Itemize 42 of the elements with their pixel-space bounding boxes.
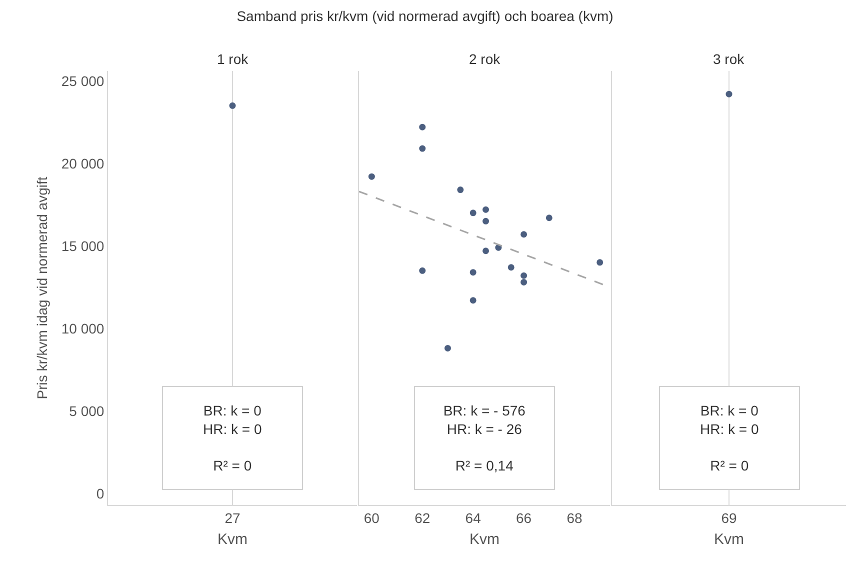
point bbox=[368, 173, 375, 180]
point bbox=[520, 231, 528, 238]
point bbox=[520, 272, 528, 279]
x-tick-label: 68 bbox=[566, 510, 583, 526]
chart-subtitle: 1 rok bbox=[217, 51, 250, 67]
point bbox=[482, 248, 490, 254]
point bbox=[419, 145, 426, 152]
y-tick-label: 0 bbox=[96, 485, 104, 502]
point bbox=[470, 269, 476, 276]
y-tick-label: 25 000 bbox=[61, 72, 104, 89]
point bbox=[482, 218, 490, 224]
text: Samband pris kr/kvm (vid normerad avgift) och boarea (kvm) bbox=[236, 8, 614, 24]
x-tick-label: 27 bbox=[224, 510, 240, 526]
point bbox=[482, 206, 490, 213]
x-axis-title: Kvm bbox=[714, 530, 744, 548]
note-box: BR: k = - 576 HR: k = - 26 R² = 0,14 bbox=[414, 386, 555, 490]
y-tick-label: 15 000 bbox=[61, 238, 104, 254]
note-box: BR: k = 0 HR: k = 0 R² = 0 bbox=[659, 386, 800, 490]
point bbox=[520, 278, 528, 286]
point bbox=[419, 267, 426, 274]
y-tick-label: 20 000 bbox=[61, 155, 104, 172]
x-tick-label: 62 bbox=[414, 510, 430, 526]
point bbox=[596, 259, 604, 266]
note-box: BR: k = 0 HR: k = 0 R² = 0 bbox=[162, 386, 303, 490]
point bbox=[444, 344, 451, 352]
chart-subtitle: 2 rok bbox=[469, 51, 502, 67]
point bbox=[508, 264, 514, 271]
x-axis-title: Kvm bbox=[218, 530, 248, 548]
point bbox=[419, 124, 426, 130]
x-tick-label: 64 bbox=[465, 510, 482, 526]
point bbox=[457, 186, 464, 194]
point bbox=[470, 210, 476, 216]
x-axis-title: Kvm bbox=[470, 530, 500, 548]
point bbox=[470, 297, 476, 304]
x-tick-label: 66 bbox=[516, 510, 532, 526]
chart-subtitle: 3 rok bbox=[713, 51, 746, 67]
y-axis-title: Pris kr/kvm idag vid normerad avgift bbox=[34, 176, 50, 400]
point bbox=[546, 214, 552, 222]
y-tick-label: 10 000 bbox=[61, 320, 104, 336]
y-tick-label: 5 000 bbox=[69, 402, 104, 419]
x-tick-label: 60 bbox=[364, 510, 380, 526]
x-tick-label: 69 bbox=[721, 510, 737, 526]
